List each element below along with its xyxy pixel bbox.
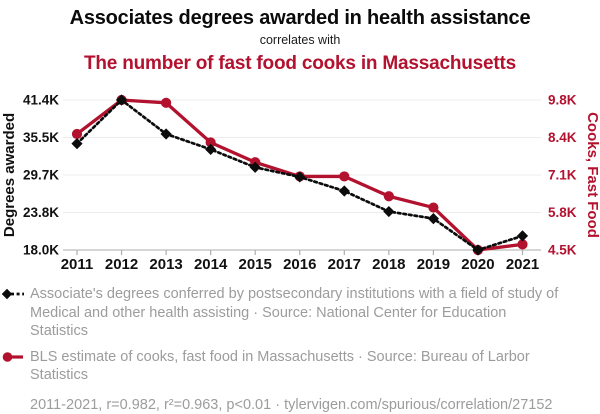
- legend: Associate's degrees conferred by postsec…: [2, 285, 600, 414]
- chart-card: Associates degrees awarded in health ass…: [0, 6, 600, 414]
- title-top: Associates degrees awarded in health ass…: [69, 7, 531, 29]
- svg-text:2012: 2012: [105, 256, 138, 273]
- right-axis-title: Cooks, Fast Food: [584, 112, 600, 238]
- chart-header: Associates degrees awarded in health ass…: [0, 6, 600, 75]
- svg-text:23.8K: 23.8K: [23, 205, 59, 220]
- svg-text:2020: 2020: [461, 256, 494, 273]
- svg-text:9.8K: 9.8K: [548, 93, 577, 108]
- chart-area: 2011 2012 2013 2014 2015 2016 2017 2018 2019 2020…: [0, 77, 600, 279]
- red-circle-line-marker-icon: [2, 348, 24, 363]
- svg-text:8.4K: 8.4K: [548, 130, 577, 145]
- svg-text:2013: 2013: [149, 256, 182, 273]
- legend-item-cooks: BLS estimate of cooks, fast food in Mass…: [2, 348, 600, 385]
- legend-text-degrees: Associate's degrees conferred by postsec…: [30, 286, 559, 339]
- svg-text:29.7K: 29.7K: [23, 168, 59, 183]
- svg-text:2015: 2015: [239, 256, 272, 273]
- title-bottom: The number of fast food cooks in Massach…: [83, 53, 517, 74]
- svg-text:2014: 2014: [194, 256, 228, 273]
- svg-text:5.8K: 5.8K: [548, 205, 577, 220]
- svg-text:18.0K: 18.0K: [23, 243, 59, 258]
- left-axis-ticks: 41.4K 35.5K 29.7K 23.8K 18.0K: [23, 93, 59, 258]
- svg-text:2011: 2011: [61, 256, 94, 273]
- legend-item-degrees: Associate's degrees conferred by postsec…: [2, 285, 600, 341]
- svg-text:4.5K: 4.5K: [548, 243, 577, 258]
- svg-text:41.4K: 41.4K: [23, 93, 59, 108]
- left-axis-title: Degrees awarded: [1, 113, 18, 237]
- svg-text:35.5K: 35.5K: [23, 130, 59, 145]
- svg-text:2019: 2019: [417, 256, 450, 273]
- legend-text-cooks: BLS estimate of cooks, fast food in Mass…: [30, 348, 530, 384]
- svg-text:2021: 2021: [506, 256, 539, 273]
- black-diamond-dotted-marker-icon: [2, 285, 24, 300]
- svg-text:2017: 2017: [328, 256, 361, 273]
- right-axis-ticks: 9.8K 8.4K 7.1K 5.8K 4.5K: [548, 93, 577, 258]
- x-axis: 2011 2012 2013 2014 2015 2016 2017 2018 2019 2020…: [61, 250, 539, 273]
- svg-text:2018: 2018: [372, 256, 405, 273]
- svg-text:7.1K: 7.1K: [548, 168, 577, 183]
- line-chart: 2011 2012 2013 2014 2015 2016 2017 2018 2019 2020…: [1, 93, 600, 274]
- stats-line: 2011-2021, r=0.982, r²=0.963, p<0.01 · t…: [30, 396, 553, 413]
- connector-text: correlates with: [259, 33, 341, 47]
- svg-text:2016: 2016: [283, 256, 316, 273]
